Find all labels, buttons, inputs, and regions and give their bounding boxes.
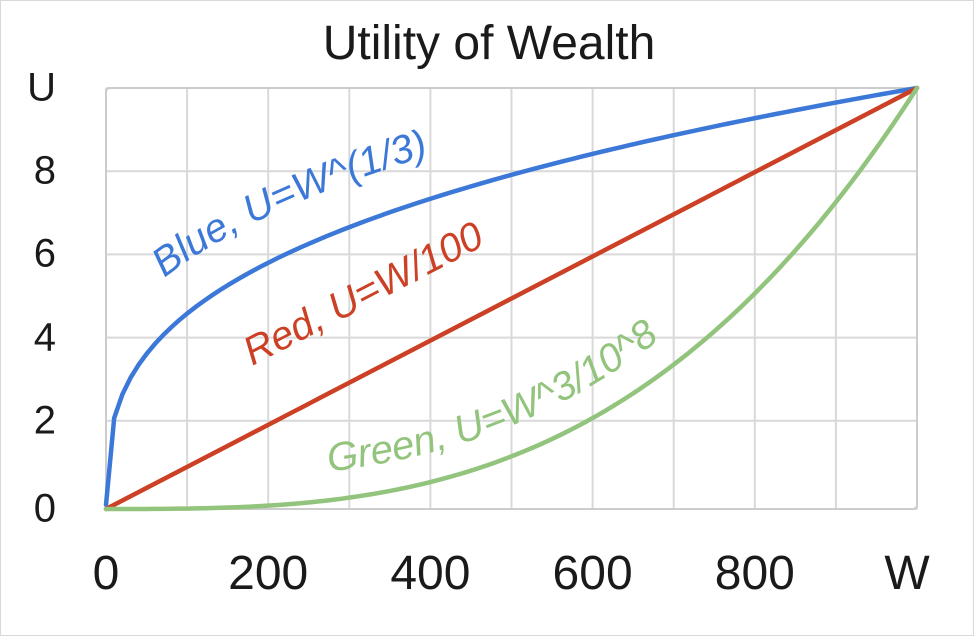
svg-text:Red, U=W/100: Red, U=W/100 (236, 214, 490, 374)
svg-text:Green, U=W^3/10^8: Green, U=W^3/10^8 (324, 311, 666, 481)
